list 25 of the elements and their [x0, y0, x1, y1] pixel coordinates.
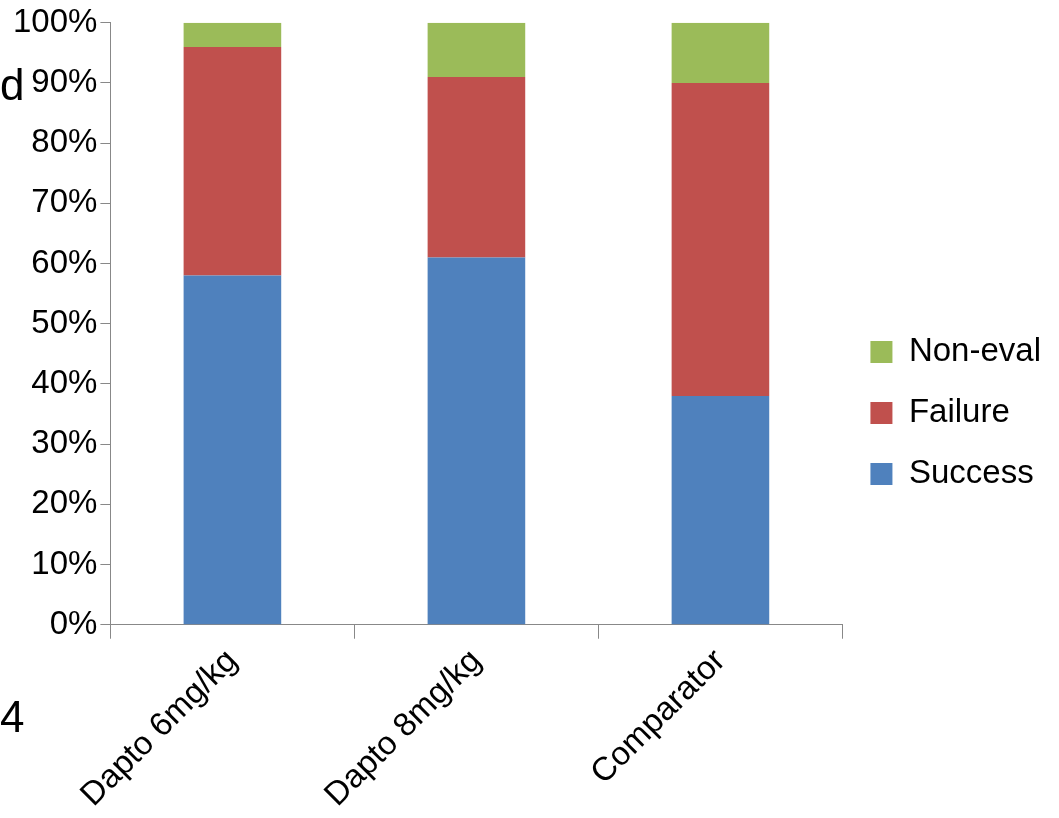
y-tick-label: 0% — [49, 603, 98, 641]
y-tick-label: 90% — [31, 62, 98, 100]
legend-label: Failure — [908, 392, 1010, 430]
y-tick-label: 70% — [31, 182, 98, 220]
y-tick-label: 30% — [31, 423, 98, 461]
bar — [183, 46, 282, 276]
bar — [427, 22, 526, 77]
y-tick-label: 10% — [31, 543, 98, 581]
legend-label: Non-eval — [908, 331, 1042, 369]
bar — [671, 396, 770, 625]
text: d — [0, 60, 25, 110]
bar — [183, 22, 282, 47]
text: 4 — [0, 692, 25, 742]
bar — [183, 275, 282, 625]
y-tick-label: 50% — [31, 302, 98, 340]
y-tick-label: 40% — [31, 363, 98, 401]
legend-label: Success — [908, 453, 1034, 491]
bar — [671, 82, 770, 396]
bar — [671, 22, 770, 83]
y-tick-label: 20% — [31, 483, 98, 521]
y-tick-label: 100% — [13, 1, 98, 39]
y-tick-label: 60% — [31, 242, 98, 280]
bar — [427, 257, 526, 625]
bar — [427, 76, 526, 258]
y-tick-label: 80% — [31, 122, 98, 160]
